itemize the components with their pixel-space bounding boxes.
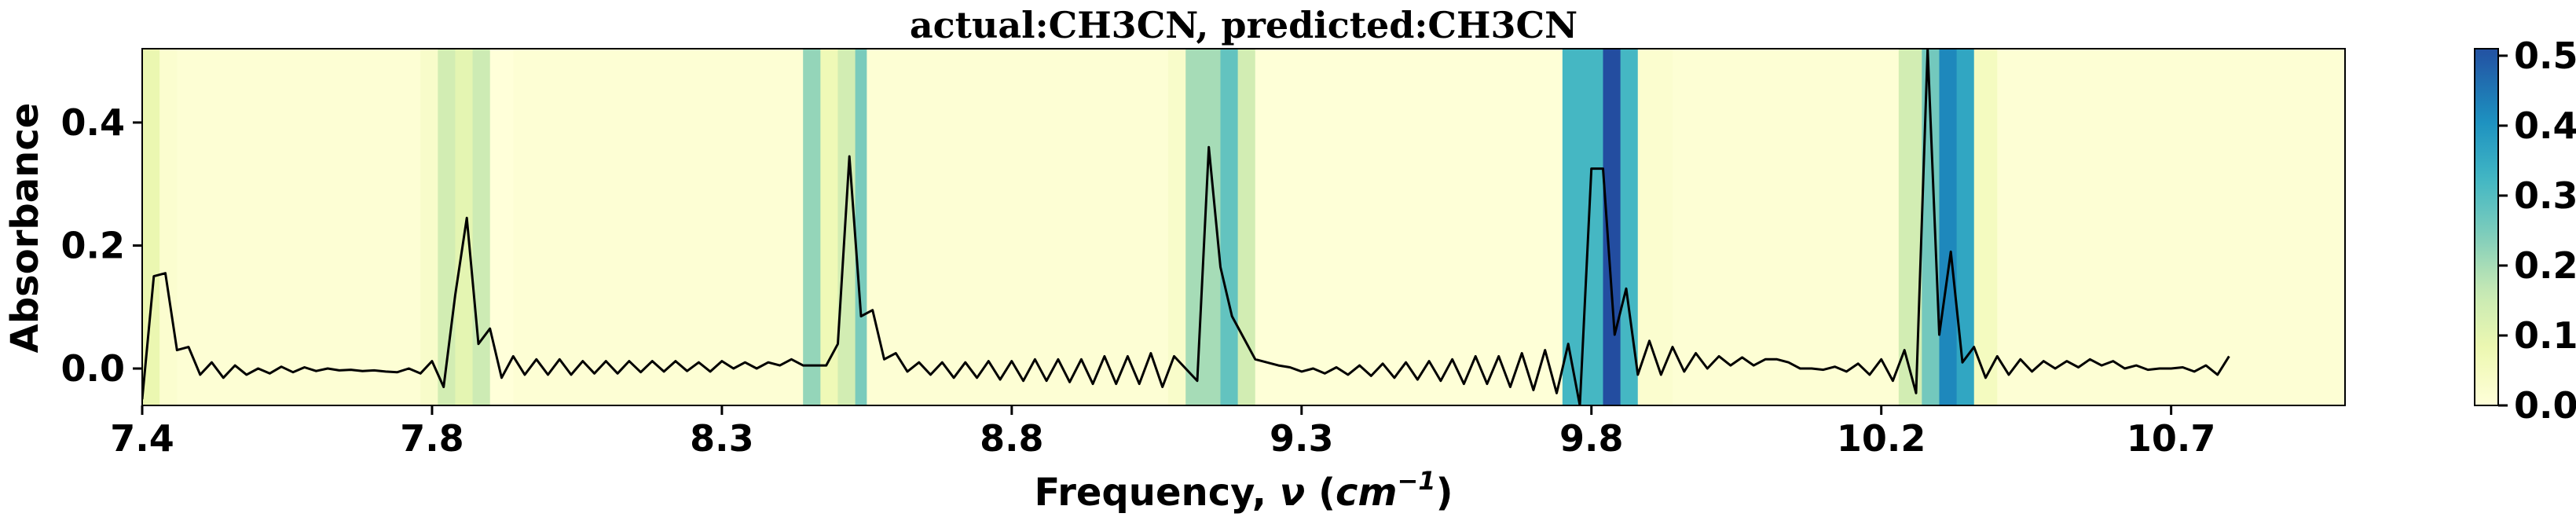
heatmap-band <box>1603 49 1621 405</box>
heatmap-band <box>837 49 856 405</box>
heatmap-band <box>820 49 838 405</box>
x-tick-label: 10.2 <box>1837 417 1926 460</box>
x-tick-label: 7.8 <box>400 417 464 460</box>
heatmap-band <box>1922 49 1940 405</box>
heatmap-band <box>1237 49 1256 405</box>
series-layer <box>142 49 2230 405</box>
x-tick-label: 8.3 <box>690 417 754 460</box>
heatmap-band <box>867 49 1169 405</box>
y-tick-label: 0.2 <box>61 224 126 266</box>
heatmap-band <box>1168 49 1186 405</box>
x-axis-label-unit: cm <box>1336 471 1397 515</box>
x-tick-label: 9.3 <box>1270 417 1334 460</box>
x-axis-label-main: Frequency, <box>1034 471 1279 515</box>
heatmap-band <box>142 49 160 405</box>
x-axis-label-close: ) <box>1436 471 1453 515</box>
y-axis-label: Absorbance <box>3 103 47 354</box>
x-tick-label: 7.4 <box>110 417 174 460</box>
colorbar-tick-label: 0.0 <box>2514 384 2576 427</box>
y-axis: 0.0 0.2 0.4 <box>61 101 142 390</box>
y-tick-label: 0.0 <box>61 347 126 390</box>
x-tick-label: 8.8 <box>980 417 1044 460</box>
colorbar: 0.0 0.1 0.2 0.3 0.4 0.5 <box>2474 35 2576 427</box>
x-tick-label: 10.7 <box>2127 417 2216 460</box>
heatmap-band <box>1956 49 1975 405</box>
heatmap-band <box>159 49 178 405</box>
heatmap-band <box>420 49 438 405</box>
heatmap-band <box>513 49 804 405</box>
background-heatmap <box>142 49 2345 405</box>
x-axis-label-exponent: −1 <box>1397 466 1435 496</box>
heatmap-band <box>177 49 421 405</box>
heatmap-band <box>1637 49 1673 405</box>
x-axis-label-open: ( <box>1305 471 1336 515</box>
heatmap-band <box>855 49 867 405</box>
colorbar-tick-label: 0.3 <box>2514 174 2576 217</box>
colorbar-tick-label: 0.2 <box>2514 244 2576 287</box>
x-tick-label: 9.8 <box>1559 417 1624 460</box>
heatmap-band <box>472 49 491 405</box>
heatmap-band <box>803 49 821 405</box>
heatmap-band <box>489 49 514 405</box>
colorbar-ticks: 0.0 0.1 0.2 0.3 0.4 0.5 <box>2498 35 2576 427</box>
colorbar-tick-label: 0.1 <box>2514 314 2576 357</box>
x-axis: 7.4 7.8 8.3 8.8 9.3 9.8 10.2 10.7 <box>110 405 2215 460</box>
heatmap-band <box>1620 49 1639 405</box>
heatmap-band <box>1898 49 1922 405</box>
colorbar-tick-label: 0.4 <box>2514 104 2576 147</box>
heatmap-band <box>1185 49 1221 405</box>
y-tick-label: 0.4 <box>61 101 126 144</box>
heatmap-band <box>1997 49 2345 405</box>
heatmap-band <box>438 49 456 405</box>
heatmap-band <box>1939 49 1958 405</box>
colorbar-tick-label: 0.5 <box>2514 35 2576 77</box>
heatmap-band <box>455 49 474 405</box>
colorbar-gradient <box>2474 48 2499 406</box>
heatmap-band <box>1973 49 1998 405</box>
chart-title: actual:CH3CN, predicted:CH3CN <box>910 4 1577 46</box>
x-axis-label: Frequency, ν (cm−1) <box>1034 466 1453 515</box>
heatmap-band <box>1220 49 1239 405</box>
plot-frame <box>141 48 2346 406</box>
absorbance-line <box>142 49 2230 405</box>
x-axis-label-nu: ν <box>1280 471 1306 515</box>
heatmap-band <box>1255 49 1563 405</box>
heatmap-band <box>1673 49 1900 405</box>
